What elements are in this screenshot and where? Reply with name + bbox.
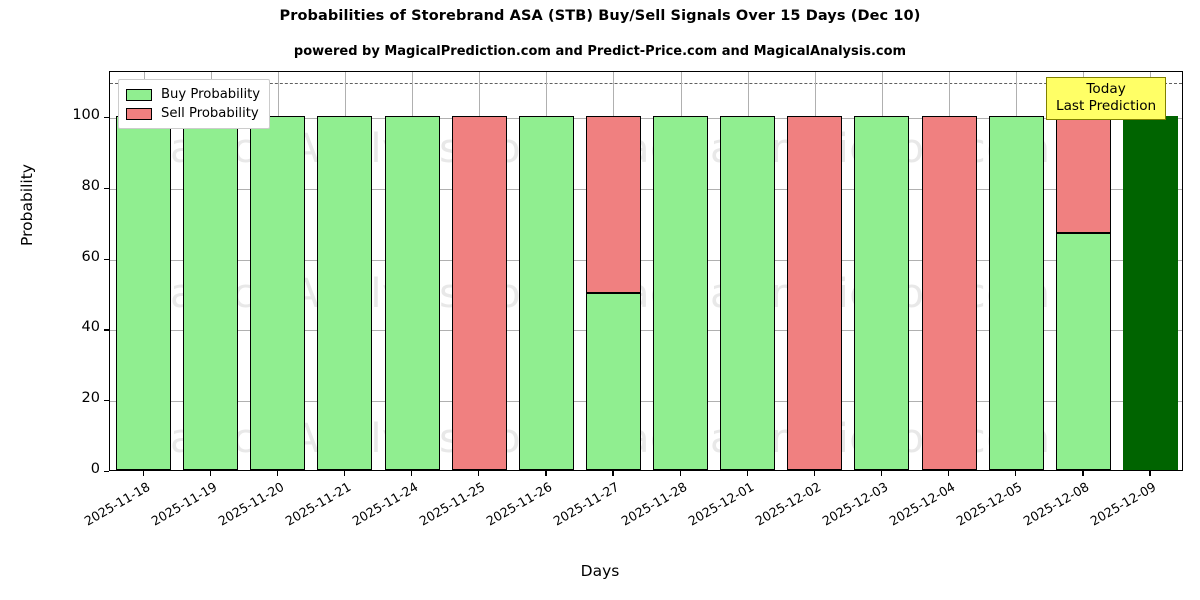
x-tick-mark — [1149, 471, 1151, 476]
x-tick-mark — [612, 471, 614, 476]
x-tick-mark — [813, 471, 815, 476]
bar-segment-buy[interactable] — [317, 116, 373, 470]
gridline-horizontal — [110, 118, 1182, 120]
bar-segment-buy[interactable] — [250, 116, 306, 470]
bar-group[interactable] — [250, 72, 306, 470]
bar-segment-buy[interactable] — [518, 116, 574, 470]
y-tick-mark — [104, 258, 109, 260]
bar-segment-buy[interactable] — [988, 116, 1044, 470]
bar-segment-buy[interactable] — [183, 116, 239, 470]
x-tick-mark — [545, 471, 547, 476]
legend-label-sell: Sell Probability — [161, 106, 259, 121]
bar-segment-sell[interactable] — [787, 116, 843, 470]
gridline-horizontal — [110, 330, 1182, 332]
bar-segment-buy[interactable] — [116, 116, 172, 470]
bar-group[interactable] — [116, 72, 172, 470]
bar-segment-sell[interactable] — [451, 116, 507, 470]
x-tick-mark — [746, 471, 748, 476]
y-tick-mark — [104, 329, 109, 331]
x-tick-mark — [880, 471, 883, 476]
last-prediction-label: Last Prediction — [1056, 98, 1157, 114]
x-tick-mark — [209, 471, 211, 476]
bar-group[interactable] — [921, 72, 977, 470]
chart-subtitle: powered by MagicalPrediction.com and Pre… — [293, 44, 907, 59]
x-tick-mark — [276, 471, 278, 476]
bar-segment-sell[interactable] — [585, 116, 641, 293]
bar-group[interactable] — [183, 72, 239, 470]
bar-segment-buy[interactable] — [854, 116, 910, 470]
bar-group[interactable] — [1055, 72, 1111, 470]
bar-segment-today[interactable] — [1122, 116, 1178, 470]
y-tick-label: 100 — [72, 107, 100, 124]
x-tick-mark — [1082, 471, 1084, 476]
bar-segment-buy[interactable] — [585, 293, 641, 470]
y-tick-mark — [104, 471, 109, 473]
bar-segment-buy[interactable] — [384, 116, 440, 470]
gridline-horizontal — [110, 259, 1182, 261]
plot-area: MagicalAnalysis.comMagicalPrediction.com… — [109, 71, 1183, 471]
threshold-dashed-line — [110, 82, 1182, 84]
x-tick-mark — [142, 471, 144, 476]
x-tick-mark — [1015, 471, 1017, 476]
legend-item-buy[interactable]: Buy Probability — [126, 85, 260, 104]
y-tick-label: 60 — [81, 248, 100, 265]
y-axis-label: Probability — [18, 164, 36, 246]
bar-segment-buy[interactable] — [653, 116, 709, 470]
legend-swatch-sell — [126, 107, 152, 120]
bar-group[interactable] — [787, 72, 843, 470]
x-tick-mark — [948, 471, 950, 476]
chart-legend: Buy Probability Sell Probability — [118, 79, 271, 129]
x-axis-label: Days — [580, 562, 620, 580]
bar-segment-buy[interactable] — [1055, 232, 1111, 470]
bar-group[interactable] — [451, 72, 507, 470]
x-tick-mark — [411, 471, 413, 476]
bar-group[interactable] — [518, 72, 574, 470]
y-tick-label: 0 — [90, 461, 100, 477]
gridline-horizontal — [110, 188, 1182, 190]
y-tick-label: 80 — [81, 177, 100, 194]
bar-group[interactable] — [585, 72, 641, 470]
bar-group[interactable] — [317, 72, 373, 470]
today-label: Today — [1086, 81, 1126, 97]
bar-group[interactable] — [988, 72, 1044, 470]
gridline-horizontal — [110, 401, 1182, 403]
x-tick-mark — [343, 471, 346, 476]
y-tick-mark — [104, 400, 109, 402]
legend-label-buy: Buy Probability — [161, 87, 261, 102]
bar-segment-sell[interactable] — [1055, 116, 1111, 233]
bar-group[interactable] — [384, 72, 440, 470]
bar-group[interactable] — [720, 72, 776, 470]
bar-segment-buy[interactable] — [720, 116, 776, 470]
chart-title: Probabilities of Storebrand ASA (STB) Bu… — [279, 8, 921, 24]
y-tick-mark — [104, 117, 109, 119]
bar-group[interactable] — [1122, 72, 1178, 470]
legend-item-sell[interactable]: Sell Probability — [126, 104, 260, 123]
bar-group[interactable] — [653, 72, 709, 470]
y-tick-label: 20 — [81, 390, 100, 407]
today-annotation: Today Last Prediction — [1046, 77, 1167, 120]
bar-group[interactable] — [854, 72, 910, 470]
y-tick-label: 40 — [81, 319, 100, 336]
x-tick-mark — [679, 471, 681, 476]
bar-segment-sell[interactable] — [921, 116, 977, 470]
legend-swatch-buy — [126, 88, 152, 101]
y-tick-mark — [104, 187, 109, 189]
x-tick-mark — [478, 471, 480, 476]
